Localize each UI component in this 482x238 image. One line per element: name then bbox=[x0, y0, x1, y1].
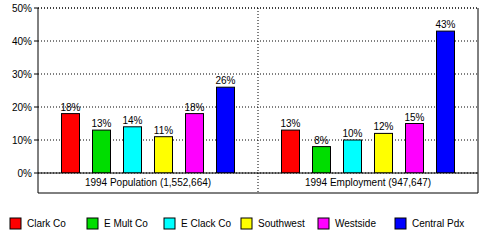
data-label: 13% bbox=[91, 118, 111, 129]
bar bbox=[282, 130, 300, 173]
legend-label: E Mult Co bbox=[104, 218, 148, 229]
data-label: 26% bbox=[215, 75, 235, 86]
bar bbox=[217, 87, 235, 173]
legend-label: Westside bbox=[335, 218, 376, 229]
tick-mark bbox=[34, 8, 38, 9]
legend-swatch bbox=[241, 218, 252, 229]
grid-line bbox=[38, 173, 478, 174]
category-label: 1994 Population (1,552,664) bbox=[85, 177, 211, 188]
frame-right bbox=[478, 8, 479, 193]
y-tick-label: 10% bbox=[12, 135, 32, 146]
legend-swatch bbox=[164, 218, 175, 229]
y-tick-label: 0% bbox=[18, 168, 33, 179]
bar bbox=[155, 137, 173, 173]
data-label: 15% bbox=[404, 112, 424, 123]
data-label: 10% bbox=[342, 128, 362, 139]
tick-mark bbox=[34, 41, 38, 42]
bar bbox=[186, 114, 204, 173]
tick-mark bbox=[34, 107, 38, 108]
data-label: 43% bbox=[435, 19, 455, 30]
bar bbox=[124, 127, 142, 173]
data-label: 13% bbox=[280, 118, 300, 129]
legend-label: Central Pdx bbox=[412, 218, 464, 229]
category-label: 1994 Employment (947,647) bbox=[305, 177, 431, 188]
data-label: 14% bbox=[122, 115, 142, 126]
legend-swatch bbox=[318, 218, 329, 229]
data-labels: 18% 13% 14% 11% 18% 26% 13% 8% 10% 12% 15% 43% bbox=[60, 19, 455, 146]
bar bbox=[375, 133, 393, 173]
y-tick-label: 40% bbox=[12, 36, 32, 47]
y-tick-label: 30% bbox=[12, 69, 32, 80]
legend: Clark Co E Mult Co E Clack Co Southwest West… bbox=[10, 218, 464, 229]
tick-mark bbox=[34, 140, 38, 141]
data-label: 18% bbox=[60, 102, 80, 113]
group-divider bbox=[258, 8, 259, 193]
legend-label: Southwest bbox=[258, 218, 305, 229]
frame-bottom bbox=[38, 193, 478, 194]
bar bbox=[437, 31, 455, 173]
tick-mark bbox=[34, 74, 38, 75]
bars bbox=[62, 31, 455, 173]
frame-top bbox=[38, 8, 478, 9]
legend-label: E Clack Co bbox=[181, 218, 231, 229]
legend-swatch bbox=[395, 218, 406, 229]
grid-line bbox=[38, 8, 478, 9]
bar bbox=[344, 140, 362, 173]
chart: 0% 10% 20% 30% 40% 50% 18% 13% 14% 11% 18% 26% 13% 8%… bbox=[0, 0, 482, 238]
legend-swatch bbox=[10, 218, 21, 229]
bar bbox=[93, 130, 111, 173]
legend-swatch bbox=[87, 218, 98, 229]
y-tick-label: 20% bbox=[12, 102, 32, 113]
data-label: 11% bbox=[154, 125, 173, 136]
legend-label: Clark Co bbox=[27, 218, 66, 229]
y-axis bbox=[38, 8, 39, 193]
tick-mark bbox=[34, 173, 38, 174]
y-tick-label: 50% bbox=[12, 3, 32, 14]
data-label: 18% bbox=[184, 102, 204, 113]
data-label: 8% bbox=[314, 135, 329, 146]
x-axis bbox=[38, 173, 478, 174]
data-label: 12% bbox=[373, 121, 393, 132]
bar bbox=[62, 114, 80, 173]
bar bbox=[313, 147, 331, 173]
bar bbox=[406, 124, 424, 174]
